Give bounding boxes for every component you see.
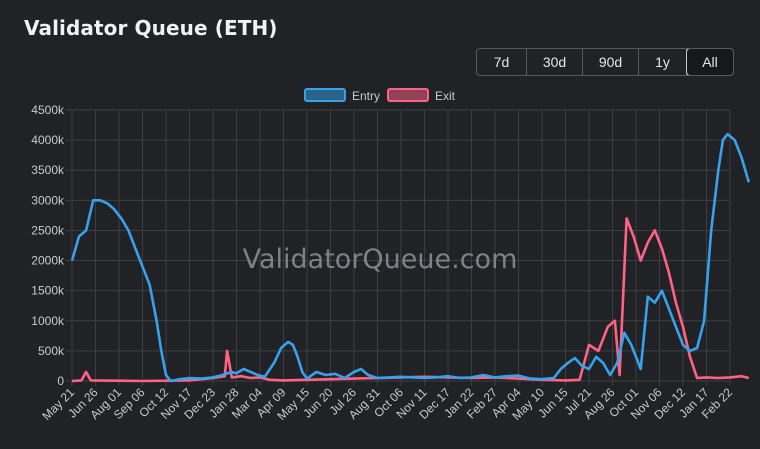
y-tick-label: 2000k [31,254,65,268]
y-tick-label: 1500k [31,284,65,298]
y-tick-label: 2500k [31,223,65,237]
series-lines [70,132,751,383]
series-line-entry [70,132,751,383]
range-button-1y[interactable]: 1y [639,49,687,75]
series-line-exit [71,217,750,383]
chart-legend: Entry Exit [304,88,456,103]
range-button-7d[interactable]: 7d [477,49,527,75]
y-tick-label: 4000k [31,133,65,147]
chart-title: Validator Queue (ETH) [24,16,278,40]
legend-swatch-exit[interactable] [387,88,429,102]
time-range-selector: 7d 30d 90d 1y All [476,48,734,76]
range-button-30d[interactable]: 30d [527,49,583,75]
y-tick-label: 3500k [31,163,65,177]
legend-label-exit[interactable]: Exit [435,89,456,103]
y-tick-label: 0 [57,374,64,388]
y-tick-label: 3000k [31,193,65,207]
watermark-text: ValidatorQueue.com [243,244,518,275]
legend-label-entry[interactable]: Entry [352,89,380,103]
y-tick-label: 500k [38,344,65,358]
chart-grid [66,109,731,386]
y-tick-label: 4500k [31,103,65,117]
range-button-all[interactable]: All [686,49,733,75]
legend-swatch-entry[interactable] [304,88,346,102]
y-tick-label: 1000k [31,314,65,328]
range-button-90d[interactable]: 90d [583,49,639,75]
y-axis-ticks: 0 500k 1000k 1500k 2000k 2500k 3000k 3500k 4000k… [31,103,65,388]
